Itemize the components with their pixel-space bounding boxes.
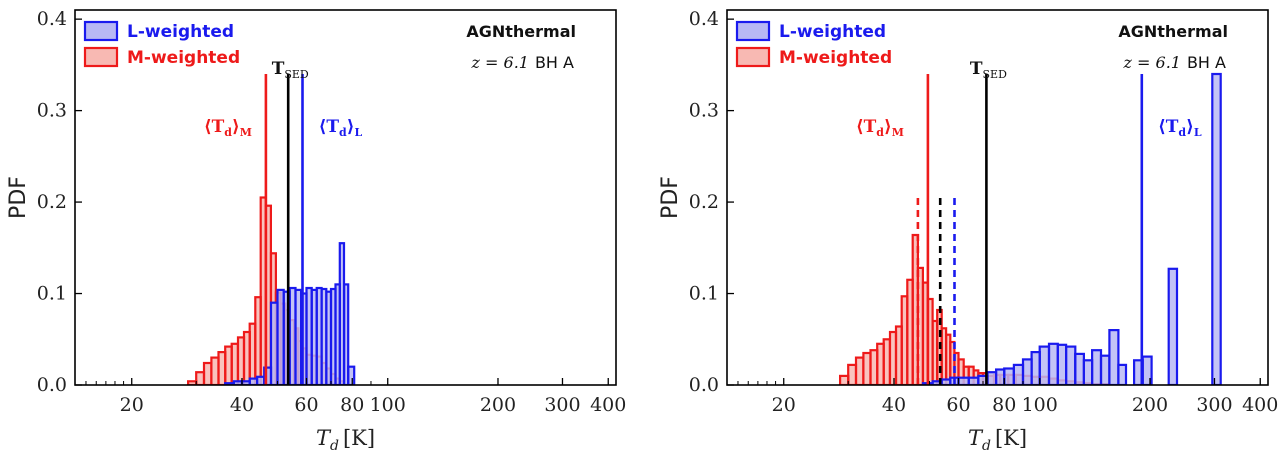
td-lum-sub: L	[1194, 126, 1202, 139]
x-axis-label-var: T	[316, 426, 332, 450]
x-tick-label: 100	[370, 394, 406, 416]
tsed-sub: SED	[983, 68, 1008, 81]
legend-label-m: M-weighted	[779, 48, 892, 68]
td-lum-label: ⟨Td⟩L	[319, 117, 363, 139]
histogram-fill	[840, 235, 1119, 385]
y-axis-label: PDF	[6, 176, 31, 219]
y-tick-label: 0.1	[689, 283, 719, 305]
panel-left: 0.0 0.1 0.2 0.3 0.4 20 40 60 80 100 200 300 400 PDF Td…	[6, 8, 626, 454]
td-lum-label: ⟨Td⟩L	[1158, 117, 1202, 139]
td-mass-sub: M	[240, 126, 252, 139]
y-axis-label: PDF	[658, 176, 683, 219]
td-mass-d: d	[876, 126, 884, 139]
y-tick-label: 0.3	[689, 100, 719, 122]
object-label: BH A	[535, 53, 574, 72]
tsed-label: TSED	[970, 59, 1007, 81]
x-axis-label-unit: [K]	[343, 426, 375, 450]
legend: L-weighted M-weighted	[735, 20, 892, 68]
y-tick-label: 0.4	[37, 8, 67, 30]
x-tick-label: 100	[1022, 394, 1058, 416]
histogram-bin	[1211, 72, 1222, 385]
redshift-value: z = 6.1	[1123, 53, 1181, 72]
td-mass-open: ⟨T	[856, 117, 877, 137]
x-axis-label-unit: [K]	[995, 426, 1027, 450]
redshift-label: z = 6.1 BH A	[1123, 53, 1227, 72]
td-mass-open: ⟨T	[204, 117, 225, 137]
td-mass-close: ⟩	[232, 117, 240, 137]
model-label: AGNthermal	[466, 22, 576, 41]
y-tick-label: 0.0	[37, 374, 67, 396]
x-tick-label: 80	[992, 394, 1016, 416]
y-tick-label: 0.4	[689, 8, 719, 30]
x-tick-label: 200	[480, 394, 516, 416]
histogram-bin	[347, 365, 356, 385]
td-lum-d: d	[339, 126, 347, 139]
td-lum-close: ⟩	[347, 117, 355, 137]
x-tick-label: 80	[340, 394, 364, 416]
x-axis-label-sub: d	[982, 438, 991, 454]
x-tick-label: 60	[946, 394, 970, 416]
object-label: BH A	[1187, 53, 1226, 72]
plot-area	[838, 72, 1222, 385]
legend-label-l: L-weighted	[127, 22, 234, 42]
x-tick-label: 20	[772, 394, 796, 416]
td-lum-d: d	[1178, 126, 1186, 139]
x-axis-label: Td [K]	[968, 426, 1027, 454]
x-tick-label: 300	[1196, 394, 1232, 416]
td-mass-label: ⟨Td⟩M	[856, 117, 904, 139]
legend-label-l: L-weighted	[779, 22, 886, 42]
axes-frame	[726, 9, 1269, 386]
x-axis-label: Td [K]	[316, 426, 375, 454]
x-tick-label: 20	[120, 394, 144, 416]
td-lum-open: ⟨T	[1158, 117, 1179, 137]
x-tick-label: 60	[294, 394, 318, 416]
panel-right: 0.0 0.1 0.2 0.3 0.4 20 40 60 80 100 200 300 400 PDF Td…	[658, 8, 1278, 454]
legend-swatch-m	[735, 46, 771, 68]
redshift-value: z = 6.1	[471, 53, 529, 72]
y-tick-label: 0.2	[689, 191, 719, 213]
x-tick-label: 40	[230, 394, 254, 416]
x-tick-label: 400	[590, 394, 626, 416]
x-tick-label: 40	[882, 394, 906, 416]
td-lum-sub: L	[355, 126, 363, 139]
td-mass-d: d	[224, 126, 232, 139]
td-mass-close: ⟩	[884, 117, 892, 137]
histogram-bin	[1108, 329, 1120, 385]
td-lum-open: ⟨T	[319, 117, 340, 137]
legend-swatch-l	[83, 20, 119, 42]
redshift-label: z = 6.1 BH A	[471, 53, 575, 72]
x-tick-label: 300	[544, 394, 580, 416]
histogram-fill	[216, 243, 355, 385]
y-tick-label: 0.0	[689, 374, 719, 396]
x-axis-label-var: T	[968, 426, 984, 450]
td-mass-sub: M	[892, 126, 904, 139]
legend: L-weighted M-weighted	[83, 20, 240, 68]
tsed-main: T	[970, 59, 983, 79]
legend-swatch-l	[735, 20, 771, 42]
td-lum-close: ⟩	[1186, 117, 1194, 137]
x-tick-label: 200	[1132, 394, 1168, 416]
legend-swatch-m	[83, 46, 119, 68]
x-axis-label-sub: d	[330, 438, 339, 454]
legend-label-m: M-weighted	[127, 48, 240, 68]
model-label: AGNthermal	[1118, 22, 1228, 41]
axes-frame	[74, 9, 617, 386]
y-tick-label: 0.3	[37, 100, 67, 122]
td-mass-label: ⟨Td⟩M	[204, 117, 252, 139]
y-tick-label: 0.1	[37, 283, 67, 305]
x-tick-label: 400	[1242, 394, 1278, 416]
tsed-sub: SED	[284, 68, 309, 81]
tsed-main: T	[272, 59, 285, 79]
tsed-label: TSED	[272, 59, 309, 81]
y-tick-label: 0.2	[37, 191, 67, 213]
